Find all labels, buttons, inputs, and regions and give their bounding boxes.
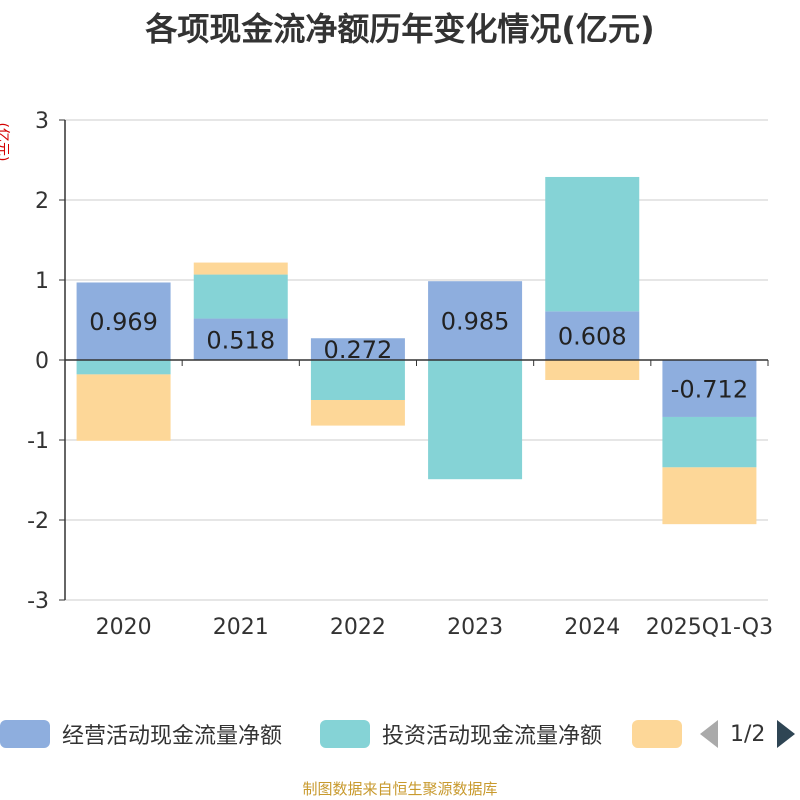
y-tick-label: 3 bbox=[35, 109, 49, 134]
bar-third-2025Q1-Q3 bbox=[662, 467, 757, 525]
x-category-label: 2023 bbox=[447, 615, 503, 640]
bar-operating-2025Q1-Q3 bbox=[662, 360, 757, 417]
bar-investing-2022 bbox=[310, 360, 405, 400]
bar-operating-2020 bbox=[76, 282, 171, 360]
data-label: 0.518 bbox=[206, 326, 275, 354]
legend-label-investing: 投资活动现金流量净额 bbox=[382, 724, 603, 749]
legend-swatch-investing bbox=[320, 720, 370, 748]
legend-pager: 1/2 bbox=[700, 716, 796, 752]
bar-investing-2023 bbox=[428, 360, 523, 480]
bar-operating-2024 bbox=[545, 311, 640, 360]
bar-operating-2023 bbox=[428, 281, 523, 360]
legend-item-investing[interactable]: 投资活动现金流量净额 bbox=[320, 716, 602, 752]
legend-item-third[interactable] bbox=[632, 716, 682, 752]
x-category-label: 2022 bbox=[330, 615, 386, 640]
legend-item-operating[interactable]: 经营活动现金流量净额 bbox=[0, 716, 282, 752]
bar-third-2020 bbox=[76, 374, 171, 441]
pager-next-icon[interactable] bbox=[777, 720, 796, 748]
legend-swatch-operating bbox=[0, 720, 50, 748]
x-category-label: 2021 bbox=[213, 615, 269, 640]
y-tick-label: 0 bbox=[35, 349, 49, 374]
bar-investing-2021 bbox=[193, 274, 288, 319]
chart-title: 各项现金流净额历年变化情况(亿元) bbox=[145, 10, 655, 48]
bar-third-2024 bbox=[545, 360, 640, 380]
x-category-label: 2020 bbox=[96, 615, 152, 640]
bar-third-2022 bbox=[310, 400, 405, 426]
bar-third-2021 bbox=[193, 262, 288, 275]
data-label: -0.712 bbox=[671, 375, 748, 403]
legend: 经营活动现金流量净额 投资活动现金流量净额 1/2 bbox=[0, 716, 800, 752]
bar-operating-2021 bbox=[193, 318, 288, 360]
bar-investing-2024 bbox=[545, 176, 640, 312]
pager-text: 1/2 bbox=[730, 721, 766, 747]
bar-investing-2020 bbox=[76, 360, 171, 375]
source-footer: 制图数据来自恒生聚源数据库 bbox=[302, 780, 498, 798]
data-label: 0.985 bbox=[441, 308, 510, 336]
bar-investing-2025Q1-Q3 bbox=[662, 416, 757, 468]
pager-prev-icon[interactable] bbox=[700, 720, 718, 748]
y-tick-label: -2 bbox=[27, 509, 49, 534]
y-tick-label: -3 bbox=[27, 589, 49, 614]
y-tick-label: 2 bbox=[35, 189, 49, 214]
legend-label-operating: 经营活动现金流量净额 bbox=[62, 724, 283, 749]
y-tick-label: -1 bbox=[27, 429, 49, 454]
y-tick-label: 1 bbox=[35, 269, 49, 294]
data-label: 0.608 bbox=[558, 323, 627, 351]
legend-swatch-third bbox=[632, 720, 682, 748]
bar-operating-2022 bbox=[310, 338, 405, 360]
x-category-label: 2025Q1-Q3 bbox=[646, 615, 773, 640]
x-category-label: 2024 bbox=[564, 615, 620, 640]
data-label: 0.969 bbox=[89, 308, 158, 336]
